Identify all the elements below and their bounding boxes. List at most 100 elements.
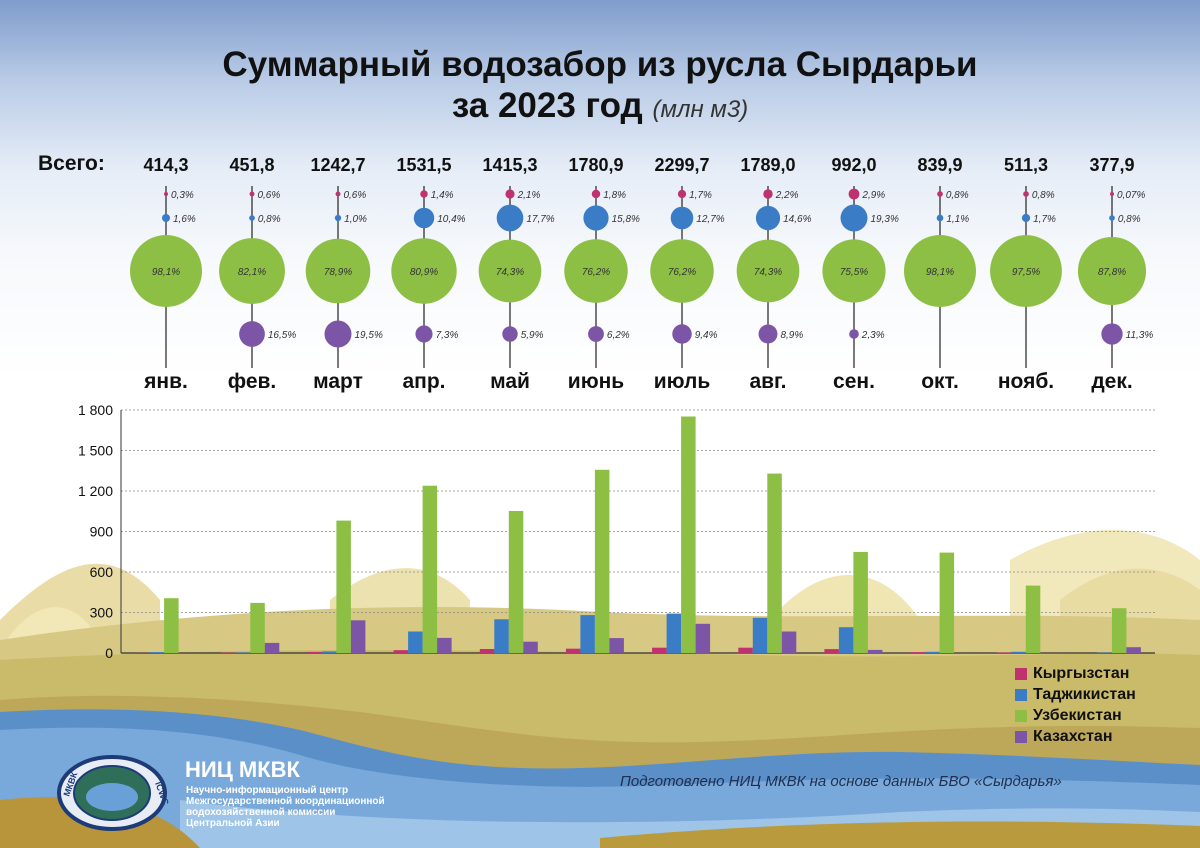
share-bubble-kg xyxy=(1110,192,1114,196)
share-bubble-tj xyxy=(1021,213,1031,223)
share-bubble-uz xyxy=(904,235,976,307)
share-bubble-uz xyxy=(391,238,457,304)
bar-uz xyxy=(422,485,438,653)
bar-uz xyxy=(939,552,955,653)
chart-title: Суммарный водозабор из русла Сырдарьи xyxy=(222,45,978,84)
share-label-uz: 78,9% xyxy=(324,267,352,278)
bar-kz xyxy=(1126,647,1141,653)
legend-item-uz: Узбекистан xyxy=(1015,705,1136,726)
share-bubble-uz xyxy=(219,238,285,304)
share-bubble-uz xyxy=(822,239,886,303)
month-total: 839,9 xyxy=(917,155,962,175)
bar-tj xyxy=(408,631,423,653)
bar-tj xyxy=(838,627,854,653)
month-label: июль xyxy=(654,370,711,393)
bar-tj xyxy=(149,652,165,653)
share-label-kg: 0,3% xyxy=(171,190,194,201)
month-total: 2299,7 xyxy=(654,155,709,175)
share-bubble-kg xyxy=(848,188,860,200)
share-label-kz: 19,5% xyxy=(355,330,383,341)
share-label-tj: 0,8% xyxy=(258,214,281,225)
bar-kg xyxy=(307,651,322,653)
legend-swatch-tj xyxy=(1015,688,1027,701)
share-label-kz: 5,9% xyxy=(521,330,544,341)
share-bubble-kg xyxy=(420,190,428,198)
share-bubble-uz xyxy=(650,239,714,303)
share-bubble-tj xyxy=(1109,215,1115,221)
legend-label-kz: Казахстан xyxy=(1033,727,1113,745)
share-bubble-kz xyxy=(239,321,265,347)
bar-uz xyxy=(681,416,696,653)
bar-tj xyxy=(235,652,251,653)
bar-tj xyxy=(580,615,595,653)
share-bubble-uz xyxy=(130,235,202,307)
share-bubble-kg xyxy=(164,192,168,196)
title-unit: (млн м3) xyxy=(652,96,749,123)
bar-kz xyxy=(695,623,711,653)
share-bubble-uz xyxy=(990,235,1062,307)
share-bubble-kz xyxy=(588,326,604,342)
y-tick-label: 1 500 xyxy=(78,443,113,459)
share-label-tj: 19,3% xyxy=(871,214,899,225)
share-label-tj: 10,4% xyxy=(437,214,465,225)
month-total: 414,3 xyxy=(143,155,188,175)
share-label-kg: 0,8% xyxy=(946,190,969,201)
month-label: окт. xyxy=(921,370,959,393)
bar-uz xyxy=(508,511,524,653)
share-label-kz: 9,4% xyxy=(695,330,718,341)
month-label: апр. xyxy=(402,370,445,393)
month-label: дек. xyxy=(1091,370,1132,393)
share-bubble-kz xyxy=(849,329,859,339)
legend: Кыргызстан Таджикистан Узбекистан Казахс… xyxy=(1015,663,1136,747)
share-bubble-uz xyxy=(1077,236,1147,306)
month-label: янв. xyxy=(143,370,188,393)
y-tick-label: 600 xyxy=(90,564,114,580)
share-bubble-kz xyxy=(1101,323,1123,345)
month-total: 1780,9 xyxy=(568,155,623,175)
legend-item-tj: Таджикистан xyxy=(1015,684,1136,705)
bar-kz xyxy=(523,641,538,653)
share-label-kz: 7,3% xyxy=(436,330,459,341)
share-label-uz: 98,1% xyxy=(152,267,180,278)
legend-label-uz: Узбекистан xyxy=(1033,706,1122,724)
share-bubble-kz xyxy=(415,325,433,343)
legend-item-kg: Кыргызстан xyxy=(1015,663,1136,684)
legend-label-kg: Кыргызстан xyxy=(1033,664,1130,682)
share-bubble-tj xyxy=(334,214,342,222)
share-label-uz: 87,8% xyxy=(1098,267,1126,278)
bar-kz xyxy=(781,631,797,653)
share-bubble-kg xyxy=(677,189,687,199)
share-label-tj: 15,8% xyxy=(612,214,640,225)
bar-tj xyxy=(494,619,509,654)
share-label-kg: 2,1% xyxy=(517,190,541,201)
bar-kg xyxy=(738,647,753,653)
share-label-uz: 74,3% xyxy=(754,267,782,278)
share-bubble-tj xyxy=(755,205,781,231)
month-total: 1789,0 xyxy=(740,155,795,175)
bar-kz xyxy=(350,620,366,653)
share-bubble-kg xyxy=(505,189,515,199)
share-label-uz: 82,1% xyxy=(238,267,266,278)
bar-kg xyxy=(996,652,1012,653)
share-label-kg: 1,8% xyxy=(603,190,626,201)
month-label: авг. xyxy=(749,370,786,393)
month-label: нояб. xyxy=(998,370,1054,393)
bar-uz xyxy=(336,520,351,653)
share-label-tj: 1,7% xyxy=(1033,214,1056,225)
share-label-kz: 11,3% xyxy=(1126,330,1154,341)
share-label-tj: 0,8% xyxy=(1118,214,1141,225)
y-tick-label: 0 xyxy=(105,645,113,661)
share-bubble-kg xyxy=(591,189,601,199)
source-credit: Подготовлено НИЦ МКВК на основе данных Б… xyxy=(620,773,1062,790)
share-label-kg: 2,2% xyxy=(775,190,799,201)
share-bubble-tj xyxy=(496,204,524,232)
bar-kg xyxy=(479,649,495,653)
month-label: март xyxy=(313,370,363,393)
share-label-tj: 1,1% xyxy=(946,214,969,225)
share-label-kz: 8,9% xyxy=(780,330,803,341)
legend-label-tj: Таджикистан xyxy=(1033,685,1136,703)
legend-swatch-uz xyxy=(1015,709,1027,722)
share-bubble-tj xyxy=(583,205,609,231)
bar-kg xyxy=(565,648,581,653)
share-label-kg: 0,6% xyxy=(257,190,280,201)
